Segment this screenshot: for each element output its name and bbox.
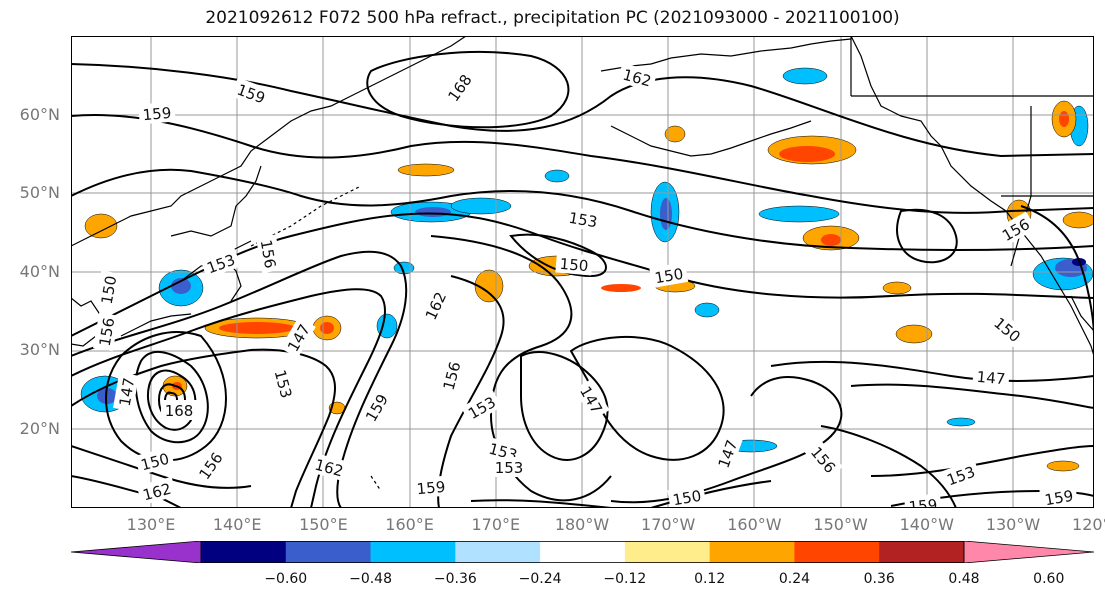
contour-label: 153 xyxy=(563,206,603,232)
svg-text:159: 159 xyxy=(908,496,938,508)
colorbar-tick-label: −0.48 xyxy=(349,571,392,587)
contour-label: 150 xyxy=(667,484,707,508)
colorbar-bin xyxy=(455,541,541,563)
colorbar-tick-label: 0.12 xyxy=(694,571,726,587)
colorbar xyxy=(71,541,1094,563)
map-title: 2021092612 F072 500 hPa refract., precip… xyxy=(205,8,900,28)
lon-label: 150°E xyxy=(299,515,348,534)
contour-label: 147 xyxy=(711,433,743,474)
contour-label: 156 xyxy=(436,355,466,396)
svg-text:147: 147 xyxy=(976,368,1006,388)
svg-text:150: 150 xyxy=(98,274,121,305)
lat-label: 50°N xyxy=(19,183,60,202)
contour-label: 147 xyxy=(972,365,1010,389)
lon-label: 150°W xyxy=(813,515,868,534)
contour-label: 153 xyxy=(491,457,527,477)
coastlines xyxy=(71,36,1094,357)
contour-label: 159 xyxy=(904,493,942,508)
svg-text:168: 168 xyxy=(165,402,194,420)
colorbar-extend-high xyxy=(963,541,1094,563)
map-panel: 159 168 162 159 153 150 150 156 156 153 … xyxy=(71,36,1094,508)
svg-text:150: 150 xyxy=(559,255,589,275)
lat-label: 30°N xyxy=(19,340,60,359)
colorbar-bin xyxy=(201,541,287,563)
lon-label: 120°W xyxy=(1072,515,1105,534)
lon-label: 160°E xyxy=(385,515,434,534)
colorbar-bin xyxy=(624,541,711,563)
contour-label: 147 xyxy=(113,372,139,412)
lon-label: 130°W xyxy=(985,515,1041,534)
lon-label: 170°E xyxy=(471,515,521,534)
colorbar-extend-low xyxy=(71,541,202,563)
contour-label: 162 xyxy=(617,62,658,92)
contour-label: 168 xyxy=(161,400,197,420)
svg-text:150: 150 xyxy=(653,265,684,288)
lon-label: 180°W xyxy=(554,515,610,534)
svg-text:159: 159 xyxy=(416,478,446,498)
lon-label: 140°E xyxy=(212,515,262,534)
lon-label: 140°W xyxy=(899,515,954,534)
lat-label: 60°N xyxy=(19,105,60,124)
svg-text:150: 150 xyxy=(671,487,702,508)
svg-text:147: 147 xyxy=(116,376,139,407)
colorbar-bin xyxy=(879,541,965,563)
colorbar-bin xyxy=(285,541,372,563)
contour-label: 150 xyxy=(649,262,689,288)
colorbar-tick-label: 0.36 xyxy=(863,571,895,587)
contour-label: 156 xyxy=(93,312,119,352)
contour-label: 159 xyxy=(1039,484,1079,508)
contour-label: 153 xyxy=(460,389,503,425)
contour-label: 150 xyxy=(555,252,593,276)
colorbar-tick-label: 0.60 xyxy=(1033,571,1065,587)
colorbar-bin xyxy=(709,541,795,563)
colorbar-bin xyxy=(370,541,456,563)
lat-label: 20°N xyxy=(19,419,60,438)
contour-label: 156 xyxy=(256,234,282,274)
colorbar-tick-label: 0.48 xyxy=(948,571,980,587)
lon-label: 170°W xyxy=(641,515,696,534)
contour-label: 150 xyxy=(95,270,121,310)
colorbar-bin xyxy=(794,541,880,563)
contour-label: 159 xyxy=(412,475,450,499)
colorbar-tick-label: 0.24 xyxy=(778,571,811,587)
colorbar-bin xyxy=(540,541,626,563)
lat-label: 40°N xyxy=(19,262,60,281)
svg-text:156: 156 xyxy=(96,316,119,347)
colorbar-tick-label: −0.24 xyxy=(518,571,562,587)
svg-text:153: 153 xyxy=(495,459,524,477)
contour-label: 159 xyxy=(138,101,176,125)
svg-text:156: 156 xyxy=(257,238,280,269)
colorbar-tick-label: −0.12 xyxy=(603,571,647,587)
lon-label: 130°E xyxy=(126,515,176,534)
colorbar-tick-label: −0.60 xyxy=(264,571,308,587)
svg-text:153: 153 xyxy=(567,209,598,232)
svg-text:159: 159 xyxy=(142,104,172,124)
lon-label: 160°W xyxy=(727,515,782,534)
colorbar-tick-label: −0.36 xyxy=(433,571,477,587)
svg-text:159: 159 xyxy=(1043,487,1074,508)
